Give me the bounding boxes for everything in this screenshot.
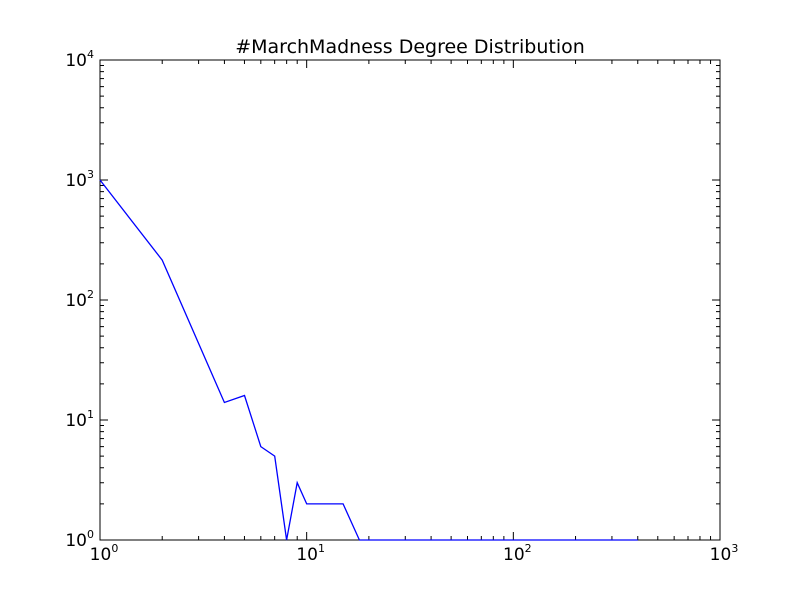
- x-tick-label: 100: [90, 542, 119, 565]
- y-tick-label: 102: [65, 288, 94, 311]
- y-tick-label: 100: [65, 528, 94, 551]
- chart-title: #MarchMadness Degree Distribution: [235, 36, 585, 58]
- series-line-0: [99, 179, 638, 541]
- plot-area-frame: [99, 59, 721, 541]
- y-tick-label: 103: [65, 168, 94, 191]
- x-tick-label: 102: [503, 542, 532, 565]
- x-tick-label: 103: [710, 542, 739, 565]
- y-tick-label: 101: [65, 408, 94, 431]
- y-tick-label: 104: [65, 48, 94, 71]
- x-tick-label: 101: [296, 542, 325, 565]
